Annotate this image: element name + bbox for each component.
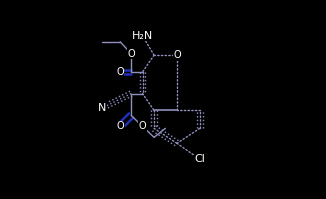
Text: O: O <box>116 121 124 131</box>
Text: Cl: Cl <box>194 154 205 164</box>
Text: O: O <box>116 67 124 77</box>
Text: O: O <box>173 50 181 60</box>
Text: H₂N: H₂N <box>132 31 153 41</box>
Text: N: N <box>98 103 107 113</box>
Text: O: O <box>139 121 146 131</box>
Text: O: O <box>127 49 135 59</box>
